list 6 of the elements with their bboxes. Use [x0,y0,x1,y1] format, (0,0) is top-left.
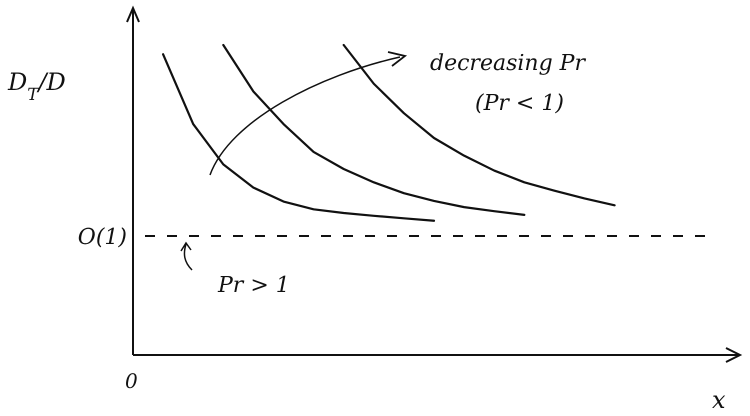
annotation: Pr > 1 [217,273,290,298]
ref-line-label: O(1) [78,224,127,250]
annotation: decreasing Pr [430,51,586,76]
annotation: (Pr < 1) [475,91,564,116]
x-axis-title: x [712,386,726,414]
text: 0 [125,369,138,393]
